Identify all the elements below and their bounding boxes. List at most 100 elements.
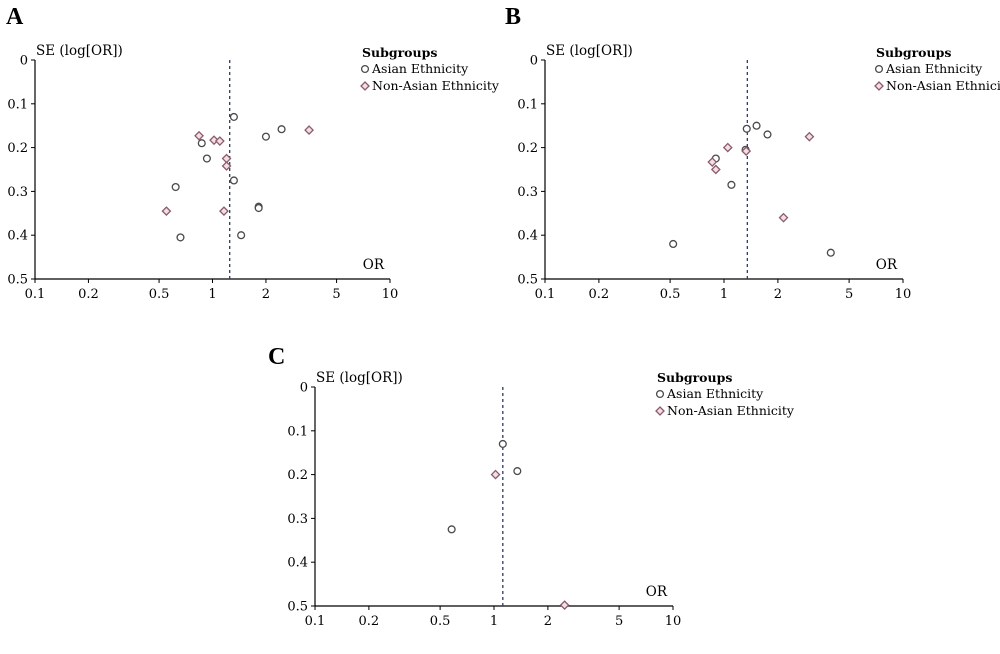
x-tick-label: 2 — [262, 287, 270, 302]
series-asian — [669, 121, 835, 257]
y-axis-title: SE (log[OR]) — [36, 43, 123, 59]
x-tick-label: 2 — [544, 614, 552, 629]
series-non-asian — [490, 469, 570, 611]
x-tick-label: 0.5 — [149, 287, 170, 302]
asian-study-point — [254, 203, 263, 213]
legend-entry-label: Non-Asian Ethnicity — [886, 78, 1000, 93]
legend-diamond-icon — [360, 81, 370, 91]
x-tick-label: 0.1 — [25, 287, 46, 302]
y-tick-label: 0.4 — [287, 556, 308, 571]
y-axis-title: SE (log[OR]) — [316, 370, 403, 386]
y-tick-label: 0 — [530, 54, 538, 69]
legend-entry-label: Asian Ethnicity — [371, 61, 469, 76]
y-tick-label: 0.2 — [287, 468, 308, 483]
y-tick-label: 0.4 — [517, 229, 538, 244]
non-asian-study-point — [209, 135, 219, 146]
x-tick-label: 5 — [845, 287, 853, 302]
asian-study-point — [447, 525, 456, 534]
non-asian-study-point — [722, 142, 733, 153]
legend-entry-label: Asian Ethnicity — [885, 61, 983, 76]
x-axis-title: OR — [876, 257, 898, 273]
y-tick-label: 0.1 — [287, 424, 308, 439]
legend-circle-icon — [874, 64, 884, 74]
y-tick-label: 0.3 — [7, 185, 28, 200]
x-tick-label: 10 — [382, 287, 399, 302]
asian-study-point — [752, 121, 761, 130]
asian-study-point — [277, 125, 286, 134]
x-tick-label: 0.5 — [430, 614, 451, 629]
asian-study-point — [498, 439, 507, 448]
legend-diamond-icon — [874, 81, 884, 91]
panel-letter: A — [6, 4, 24, 30]
asian-study-point — [176, 233, 185, 242]
y-tick-label: 0.2 — [7, 141, 28, 156]
legend-circle-icon — [360, 64, 370, 74]
y-tick-label: 0.3 — [517, 185, 538, 200]
series-non-asian — [707, 131, 815, 223]
asian-study-point — [261, 132, 270, 141]
non-asian-study-point — [161, 206, 172, 217]
x-tick-label: 0.1 — [305, 614, 326, 629]
x-tick-label: 1 — [490, 614, 498, 629]
non-asian-study-point — [194, 130, 204, 141]
x-tick-label: 0.2 — [78, 287, 99, 302]
legend-entry-label: Non-Asian Ethnicity — [667, 403, 795, 418]
y-tick-label: 0.4 — [7, 229, 28, 244]
x-tick-label: 5 — [332, 287, 340, 302]
non-asian-study-point — [710, 164, 721, 175]
panel-letter: B — [505, 4, 521, 30]
legend-diamond-icon — [655, 406, 665, 416]
series-non-asian — [161, 125, 314, 217]
non-asian-study-point — [214, 136, 225, 146]
legend-entry-label: Non-Asian Ethnicity — [372, 78, 500, 93]
asian-study-point — [742, 124, 751, 133]
y-axis-title: SE (log[OR]) — [546, 43, 633, 59]
legend-title: Subgroups — [362, 45, 437, 60]
y-tick-label: 0.3 — [287, 512, 308, 527]
asian-study-point — [826, 248, 835, 257]
x-axis-title: OR — [646, 584, 668, 600]
y-tick-label: 0.1 — [7, 97, 28, 112]
legend-title: Subgroups — [876, 45, 951, 60]
x-tick-label: 0.1 — [535, 287, 556, 302]
non-asian-study-point — [221, 161, 232, 171]
series-asian — [171, 112, 286, 242]
asian-study-point — [202, 154, 211, 163]
asian-study-point — [229, 112, 238, 121]
x-tick-label: 10 — [665, 614, 682, 629]
y-tick-label: 0.5 — [7, 273, 28, 288]
y-tick-label: 0.5 — [517, 273, 538, 288]
asian-study-point — [229, 176, 238, 185]
non-asian-study-point — [304, 125, 314, 135]
non-asian-study-point — [707, 157, 718, 167]
asian-study-point — [669, 239, 678, 249]
panel-letter: C — [268, 344, 285, 370]
asian-study-point — [727, 180, 736, 189]
y-tick-label: 0 — [20, 54, 28, 69]
y-tick-label: 0 — [300, 381, 308, 396]
series-asian — [447, 439, 522, 534]
x-tick-label: 10 — [895, 287, 912, 302]
x-tick-label: 1 — [208, 287, 216, 302]
asian-study-point — [763, 130, 772, 139]
asian-study-point — [171, 182, 180, 192]
legend-title: Subgroups — [657, 370, 732, 385]
non-asian-study-point — [559, 600, 570, 611]
non-asian-study-point — [778, 212, 789, 223]
x-tick-label: 5 — [615, 614, 623, 629]
x-tick-label: 0.2 — [589, 287, 610, 302]
non-asian-study-point — [741, 146, 752, 157]
legend-entry-label: Asian Ethnicity — [666, 386, 764, 401]
asian-study-point — [197, 139, 206, 148]
asian-study-point — [237, 231, 246, 240]
x-tick-label: 1 — [720, 287, 728, 302]
non-asian-study-point — [804, 131, 815, 142]
asian-study-point — [513, 467, 522, 476]
non-asian-study-point — [219, 206, 229, 217]
